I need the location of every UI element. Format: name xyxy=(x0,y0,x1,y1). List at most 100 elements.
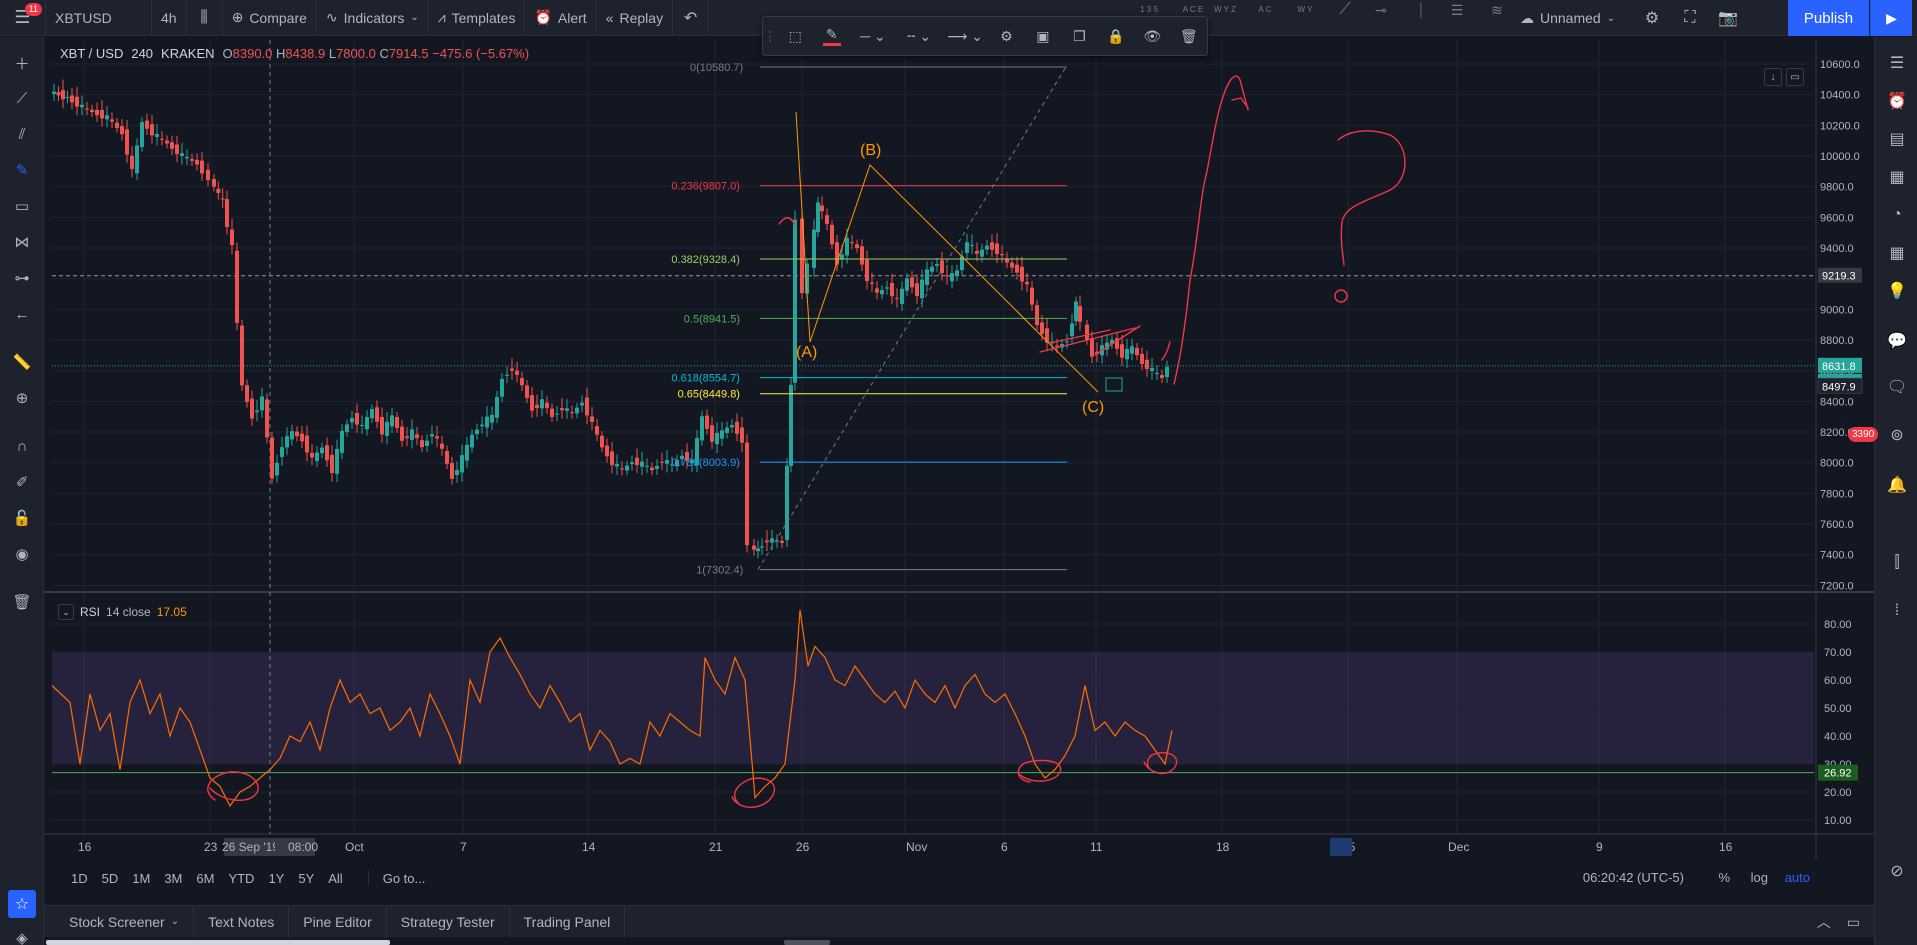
goto-date-button[interactable]: Go to... xyxy=(367,870,433,886)
hotlists-button[interactable]: ▦ xyxy=(1883,163,1911,191)
indicators-button[interactable]: ∿ Indicators ⌄ xyxy=(317,0,429,36)
fib-tool[interactable]: ⫽ xyxy=(9,121,35,147)
data-window-button[interactable]: ▤ xyxy=(1883,125,1911,153)
elliott-triangle-button[interactable]: W Y Z xyxy=(1214,5,1236,14)
lock-all-drawings-tool[interactable]: 🔓 xyxy=(9,505,35,531)
delete-drawing-button[interactable]: 🗑 xyxy=(1171,17,1207,55)
private-chat-button[interactable]: 🗨 xyxy=(1883,373,1911,401)
timezone-clock[interactable]: 06:20:42 (UTC-5) xyxy=(1582,870,1684,885)
fullscreen-button[interactable]: ⛶ xyxy=(1672,0,1708,36)
line-style-button[interactable]: ╌ ⌄ xyxy=(896,17,942,55)
magnet-tool[interactable]: ∩ xyxy=(9,433,35,459)
interval-selector[interactable]: 4h xyxy=(152,0,187,36)
notifications-button[interactable]: 🔔 xyxy=(1883,471,1911,499)
snapshot-button[interactable]: 📷 xyxy=(1710,0,1746,36)
ideas-button[interactable]: 💡 xyxy=(1883,277,1911,305)
candle-body xyxy=(675,460,679,467)
chevron-up-icon[interactable]: ︿ xyxy=(1816,914,1831,930)
lock-drawing-button[interactable]: 🔒 xyxy=(1098,17,1134,55)
range-all[interactable]: All xyxy=(328,870,343,886)
maximize-pane-button[interactable]: ▭ xyxy=(1786,68,1804,86)
pattern-tool[interactable]: ⋈ xyxy=(9,229,35,255)
rsi-legend[interactable]: ⌄ RSI 14 close 17.05 xyxy=(58,604,187,620)
publish-video-button[interactable]: ▶ xyxy=(1870,0,1912,36)
public-chat-button[interactable]: 💬 xyxy=(1883,327,1911,355)
object-tree-panel-button[interactable]: ⁞ xyxy=(1883,597,1911,625)
calendar-button[interactable]: ◔ xyxy=(1883,201,1911,229)
zoom-tool[interactable]: ⊕ xyxy=(9,385,35,411)
tab-strategy-tester[interactable]: Strategy Tester xyxy=(387,905,510,938)
auto-scale-toggle[interactable]: auto xyxy=(1784,870,1810,885)
trend-line-tool[interactable]: ⟋ xyxy=(9,85,35,111)
tab-stock-screener[interactable]: Stock Screener ⌄ xyxy=(44,905,195,938)
range-5y[interactable]: 5Y xyxy=(298,870,315,886)
undo-button[interactable]: ↶ xyxy=(673,0,710,36)
percent-scale-toggle[interactable]: % xyxy=(1718,870,1730,885)
stay-in-drawing-mode-tool[interactable]: ✐ xyxy=(9,469,35,495)
vertical-line-fav-button[interactable]: ⏐ xyxy=(1406,0,1436,36)
settings-button[interactable]: ⚙ xyxy=(1634,0,1670,36)
parallel-channel-fav-button[interactable]: ☰ xyxy=(1442,0,1472,36)
replay-button[interactable]: «Replay xyxy=(597,0,674,36)
clone-button[interactable]: ❐ xyxy=(1061,17,1097,55)
economic-calendar-button[interactable]: ▦ xyxy=(1883,239,1911,267)
range-5d[interactable]: 5D xyxy=(101,870,119,886)
streams-button[interactable]: ⊚ xyxy=(1883,421,1911,449)
range-1y[interactable]: 1Y xyxy=(268,870,285,886)
log-scale-toggle[interactable]: log xyxy=(1750,870,1768,885)
tab-text-notes[interactable]: Text Notes xyxy=(194,905,290,938)
publish-button[interactable]: Publish xyxy=(1788,0,1869,36)
line-width-button[interactable]: ─ ⌄ xyxy=(850,17,896,55)
text-tool[interactable]: ▭ xyxy=(9,193,35,219)
range-1d[interactable]: 1D xyxy=(71,870,88,886)
horizontal-ray-fav-button[interactable]: ⊸ xyxy=(1366,0,1396,36)
tab-trading-panel[interactable]: Trading Panel xyxy=(510,905,626,938)
maximize-panel-icon[interactable]: ▭ xyxy=(1846,913,1860,930)
symbol-legend[interactable]: XBT / USD 240 KRAKEN O8390.0 H8438.9 L78… xyxy=(60,46,529,61)
price-chart[interactable]: 10600.0 10400.0 10200.0 10000.0 9800.0 9600.0… xyxy=(0,0,1874,860)
fib-fav-button[interactable]: ≋ xyxy=(1482,0,1512,36)
visibility-order-button[interactable]: ▣ xyxy=(1025,17,1061,55)
symbol-search[interactable]: XBTUSD xyxy=(46,0,152,36)
elliott-impulse-button[interactable]: 1 3 5 xyxy=(1140,5,1158,14)
elliott-triple-combo-button[interactable]: W Y xyxy=(1297,5,1313,14)
object-tree-button[interactable]: ◈ xyxy=(9,925,35,945)
main-menu-button[interactable]: ☰ 11 xyxy=(0,0,46,36)
watchlist-button[interactable]: ☰ xyxy=(1883,49,1911,77)
templates-button[interactable]: ⩘ Templates xyxy=(429,0,526,36)
brush-tool[interactable]: ✎ xyxy=(9,157,35,183)
drag-handle-icon[interactable]: ⋮ xyxy=(763,27,777,44)
range-ytd[interactable]: YTD xyxy=(228,870,255,886)
alerts-button[interactable]: ⏰ xyxy=(1883,87,1911,115)
chart-type-button[interactable]: ⫼ xyxy=(187,0,223,36)
remove-drawings-tool[interactable]: 🗑 xyxy=(9,589,35,615)
range-1m[interactable]: 1M xyxy=(132,870,151,886)
trend-line-fav-button[interactable]: ⟋ xyxy=(1330,0,1360,36)
prediction-tool[interactable]: ⊶ xyxy=(9,265,35,291)
compare-button[interactable]: ⊕ Compare xyxy=(223,0,317,36)
favorites-button[interactable]: ☆ xyxy=(8,890,36,918)
crosshair-tool[interactable]: ＋ xyxy=(9,50,35,76)
hide-drawing-button[interactable]: 👁 xyxy=(1134,17,1170,55)
layout-name-button[interactable]: ☁ Unnamed ⌄ xyxy=(1520,9,1616,27)
hide-drawings-tool[interactable]: ◉ xyxy=(9,541,35,567)
alert-button[interactable]: ⏰ Alert xyxy=(525,0,597,36)
order-panel-button[interactable]: ⫿ xyxy=(1883,549,1911,577)
drawing-settings-button[interactable]: ⚙ xyxy=(988,17,1024,55)
rsi-tick-label: 50.00 xyxy=(1824,703,1852,715)
candle-body xyxy=(320,447,324,454)
elliott-correction-button[interactable]: A C E xyxy=(1182,5,1204,14)
scroll-to-latest-button[interactable]: ↓ xyxy=(1764,68,1782,86)
help-button[interactable]: ⊘ xyxy=(1883,857,1911,885)
template-select-button[interactable]: ⬚ xyxy=(777,17,813,55)
collapse-icon[interactable]: ⌄ xyxy=(58,604,74,620)
back-tool[interactable]: ← xyxy=(9,301,35,327)
range-3m[interactable]: 3M xyxy=(164,870,183,886)
tab-pine-editor[interactable]: Pine Editor xyxy=(289,905,387,938)
line-end-button[interactable]: ⟶ ⌄ xyxy=(942,17,988,55)
ruler-tool[interactable]: 📏 xyxy=(9,349,35,375)
horizontal-scrollbar[interactable] xyxy=(46,940,390,945)
range-6m[interactable]: 6M xyxy=(196,870,215,886)
line-color-button[interactable]: ✎ xyxy=(813,17,849,55)
elliott-double-combo-button[interactable]: A C xyxy=(1258,5,1272,14)
